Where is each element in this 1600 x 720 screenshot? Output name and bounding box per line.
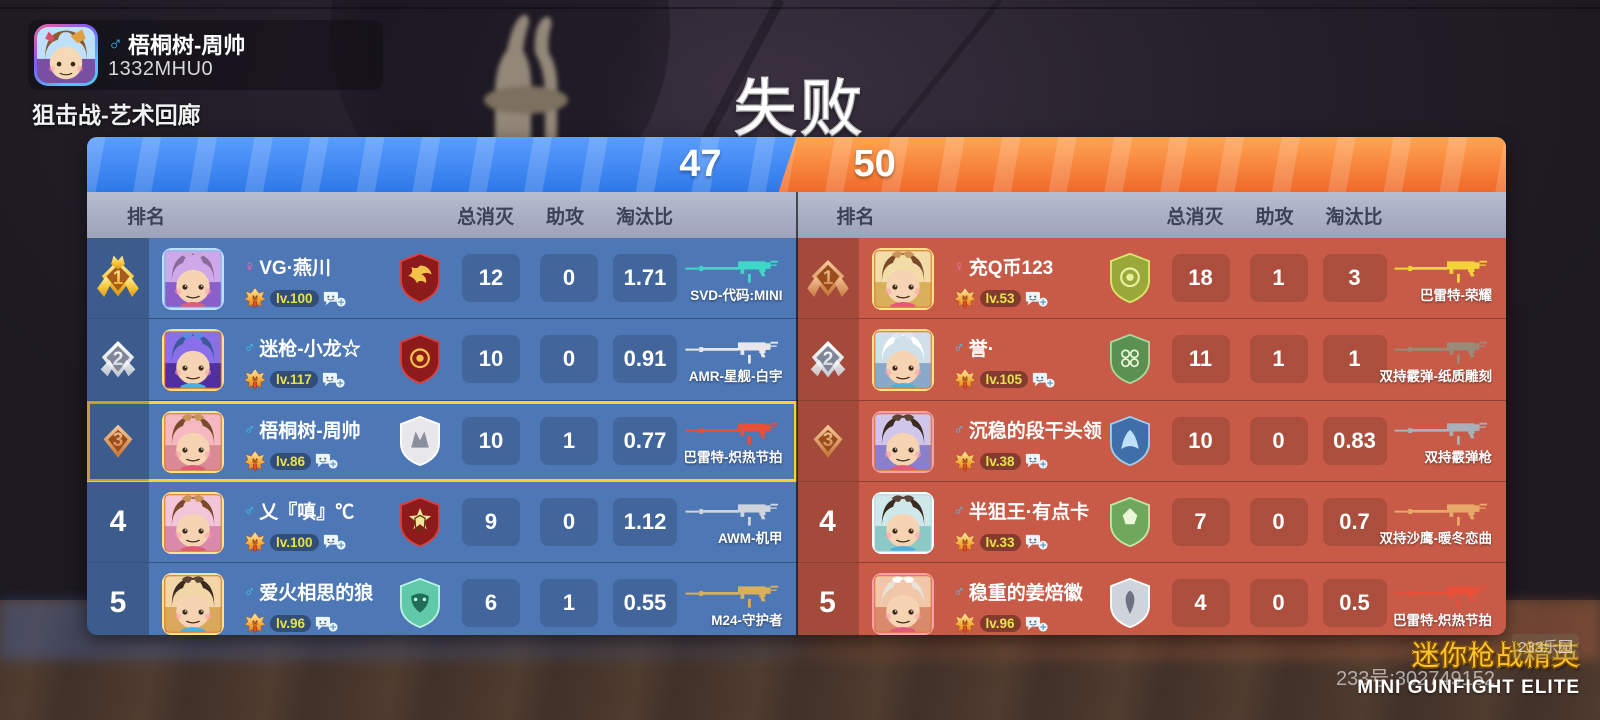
svg-text:3: 3 bbox=[113, 430, 124, 451]
svg-text:2: 2 bbox=[822, 349, 833, 370]
svg-text:1: 1 bbox=[822, 268, 833, 289]
svg-text:1: 1 bbox=[113, 268, 124, 289]
svg-text:3: 3 bbox=[822, 430, 833, 451]
svg-text:2: 2 bbox=[113, 349, 124, 370]
